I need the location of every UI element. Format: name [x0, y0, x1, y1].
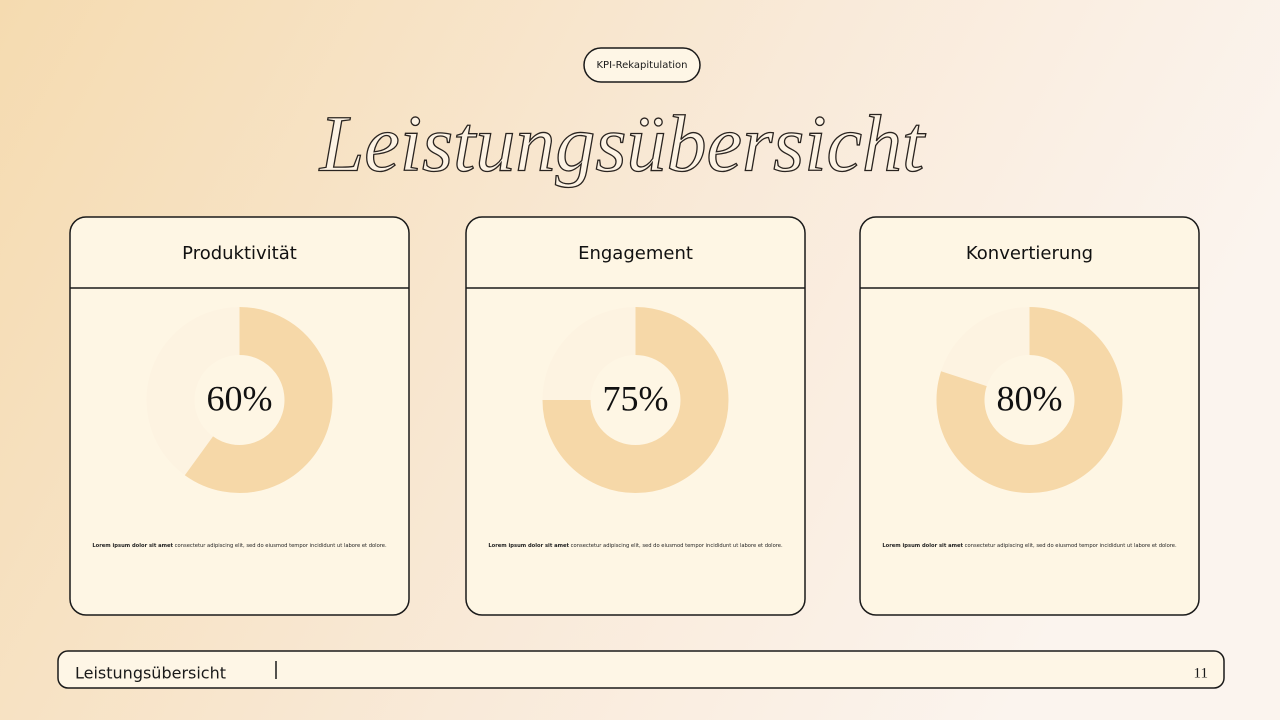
footer-text: Leistungsübersicht: [75, 664, 226, 683]
donut-arc: [936, 307, 1123, 493]
footer-bar: [57, 650, 1225, 689]
donut-arc: [542, 307, 729, 493]
badge: [583, 47, 701, 83]
card-caption: Lorem ipsum dolor sit amet consectetur a…: [92, 543, 387, 549]
badge-text: KPI-Rekapitulation: [597, 60, 688, 71]
page-number: 11: [1194, 665, 1208, 681]
donut-label: 60%: [207, 378, 273, 418]
donut-label: 80%: [997, 378, 1063, 418]
card-title: Produktivität: [182, 243, 297, 264]
caption-bold: Lorem ipsum dolor sit amet: [92, 543, 173, 549]
caption-text: consectetur adipiscing elit, sed do eius…: [965, 543, 1177, 549]
caption-bold: Lorem ipsum dolor sit amet: [882, 543, 963, 549]
card-caption: Lorem ipsum dolor sit amet consectetur a…: [488, 543, 783, 549]
caption-text: consectetur adipiscing elit, sed do eius…: [571, 543, 783, 549]
caption-text: consectetur adipiscing elit, sed do eius…: [175, 543, 387, 549]
card: [859, 216, 1200, 616]
donut-label: 75%: [603, 378, 669, 418]
card-title: Konvertierung: [966, 243, 1093, 264]
card-caption: Lorem ipsum dolor sit amet consectetur a…: [882, 543, 1177, 549]
donut-arc: [184, 307, 333, 493]
slide-title: Leistungsübersicht: [319, 100, 926, 188]
card-title: Engagement: [578, 243, 693, 264]
card: [465, 216, 806, 616]
caption-bold: Lorem ipsum dolor sit amet: [488, 543, 569, 549]
card: [69, 216, 410, 616]
